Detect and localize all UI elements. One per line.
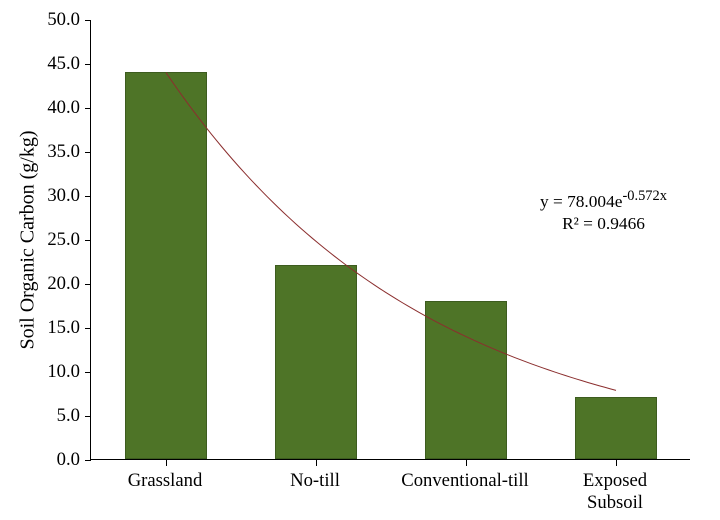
y-tick-label: 30.0 [47,185,80,207]
y-tick-mark [85,240,91,241]
plot-area [90,20,690,460]
y-tick-label: 40.0 [47,97,80,119]
y-tick-label: 10.0 [47,361,80,383]
bar [125,72,208,459]
y-tick-mark [85,416,91,417]
y-tick-mark [85,196,91,197]
bar [575,397,658,459]
x-tick-label: Grassland [128,470,203,492]
y-tick-label: 35.0 [47,141,80,163]
x-tick-label: No-till [290,470,340,492]
x-tick-label: Conventional-till [401,470,528,492]
y-tick-label: 5.0 [57,405,80,427]
y-tick-mark [85,284,91,285]
bar [425,301,508,459]
trend-equation: y = 78.004e-0.572x [540,187,667,212]
soc-bar-chart: Soil Organic Carbon (g/kg) y = 78.004e-0… [0,0,720,520]
y-tick-mark [85,328,91,329]
y-tick-mark [85,20,91,21]
trend-r2: R² = 0.9466 [540,213,667,235]
y-tick-mark [85,372,91,373]
y-tick-label: 0.0 [57,449,80,471]
y-tick-label: 45.0 [47,53,80,75]
x-tick-mark [466,460,467,466]
x-tick-mark [616,460,617,466]
y-tick-label: 25.0 [47,229,80,251]
y-tick-mark [85,108,91,109]
y-tick-mark [85,460,91,461]
bar [275,265,358,459]
x-tick-label: Exposed Subsoil [563,470,668,514]
x-tick-mark [166,460,167,466]
x-tick-mark [316,460,317,466]
y-tick-label: 20.0 [47,273,80,295]
trend-annotation: y = 78.004e-0.572x R² = 0.9466 [540,187,667,234]
y-tick-mark [85,64,91,65]
y-tick-label: 15.0 [47,317,80,339]
y-axis-title: Soil Organic Carbon (g/kg) [17,130,40,349]
y-tick-label: 50.0 [47,9,80,31]
y-tick-mark [85,152,91,153]
